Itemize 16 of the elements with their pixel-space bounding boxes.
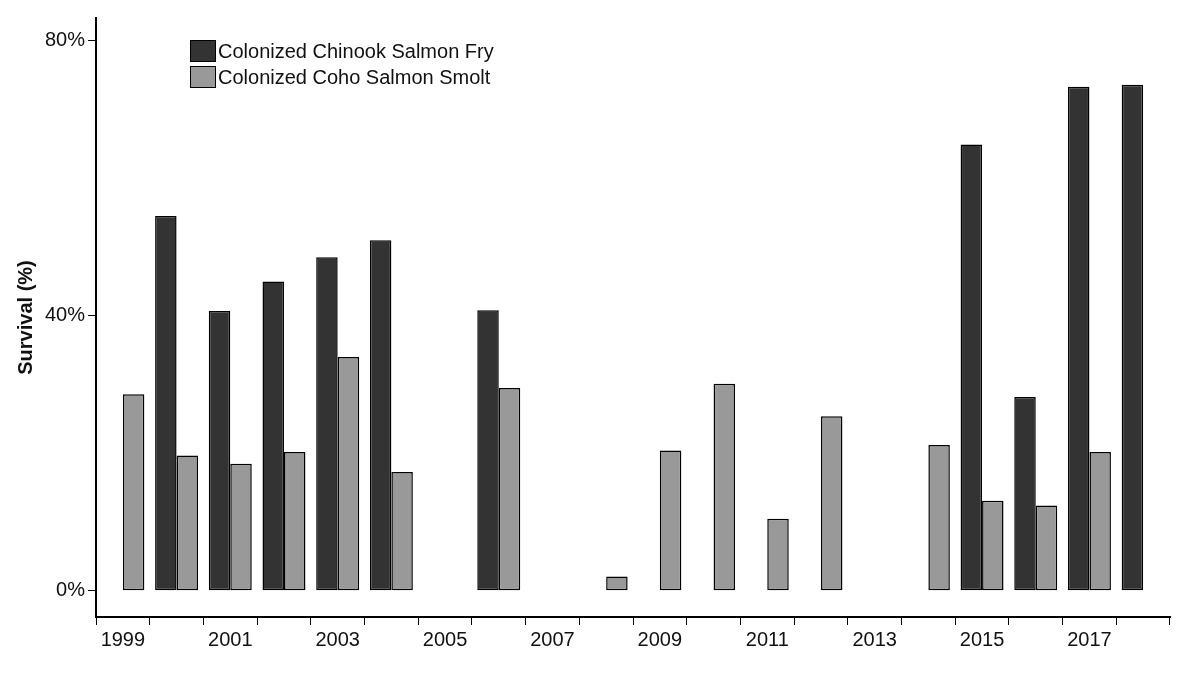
- x-tick-label: 2017: [1067, 627, 1112, 650]
- x-tick-label: 2007: [530, 627, 575, 650]
- y-axis-title: Survival (%): [13, 260, 36, 375]
- x-tick-label: 2015: [959, 627, 1005, 650]
- x-tick-label: 2005: [422, 627, 468, 650]
- legend-label: Colonized Coho Salmon Smolt: [218, 65, 491, 89]
- x-tick-label: 2001: [208, 627, 253, 650]
- y-tick-label: 40%: [45, 303, 86, 326]
- x-tick-label: 2011: [745, 627, 789, 650]
- legend-label: Colonized Chinook Salmon Fry: [218, 39, 494, 63]
- x-tick-label: 2013: [852, 627, 897, 650]
- x-tick-label: 1999: [100, 627, 146, 650]
- x-tick-label: 2003: [315, 627, 360, 650]
- x-tick-label: 2009: [637, 627, 683, 650]
- y-tick-label: 0%: [56, 578, 86, 601]
- y-tick-label: 80%: [45, 28, 86, 51]
